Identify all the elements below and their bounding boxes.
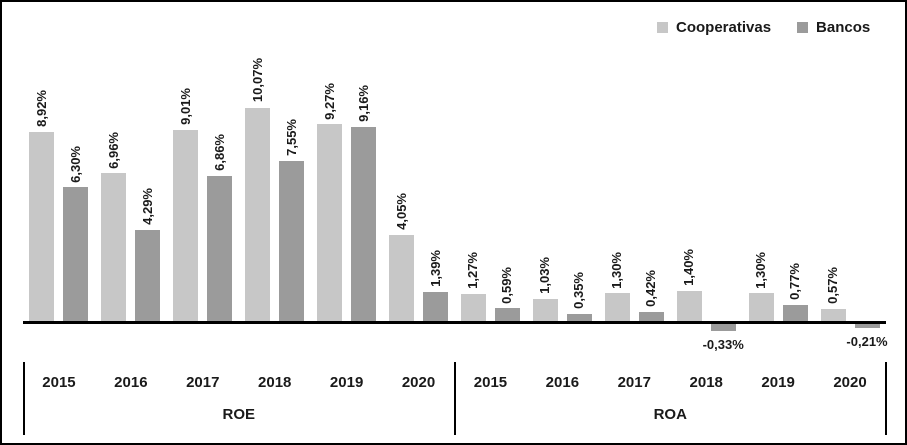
legend-label-bancos: Bancos	[816, 19, 871, 36]
legend-item-bancos: Bancos	[797, 19, 870, 36]
axis-year-label-roa-2016: 2016	[545, 374, 580, 391]
bar-cooperativas-roe-2018	[245, 107, 271, 321]
bar-cooperativas-roa-2020	[820, 308, 846, 321]
axis-divider	[23, 362, 25, 435]
axis-year-label-roe-2015: 2015	[42, 374, 76, 391]
bar-cooperativas-roa-2018	[676, 291, 702, 321]
bar-value-label-bancos-roa-2019: 0,77%	[787, 262, 803, 300]
axis-divider	[885, 362, 887, 435]
bar-bancos-roe-2017	[207, 175, 233, 321]
bar-value-label-cooperativas-roa-2015: 1,27%	[465, 252, 481, 290]
legend-swatch-bancos	[797, 22, 809, 33]
bar-value-label-bancos-roa-2015: 0,59%	[499, 266, 515, 304]
axis-year-label-roa-2019: 2019	[761, 374, 795, 391]
x-axis-line	[23, 321, 886, 324]
bar-cooperativas-roa-2019	[748, 293, 774, 321]
legend-item-cooperativas: Cooperativas	[657, 19, 771, 36]
bar-value-label-cooperativas-roe-2017: 9,01%	[177, 88, 193, 125]
bar-bancos-roa-2016	[566, 313, 592, 321]
axis-year-label-roe-2018: 2018	[258, 374, 292, 391]
bar-value-label-cooperativas-roa-2016: 1,03%	[537, 257, 553, 295]
bar-value-label-bancos-roe-2017: 6,86%	[211, 133, 227, 171]
bar-value-label-bancos-roe-2016: 4,29%	[139, 188, 155, 226]
bar-cooperativas-roa-2017	[604, 293, 630, 321]
bar-bancos-roe-2018	[279, 160, 305, 321]
bar-value-label-cooperativas-roa-2017: 1,30%	[609, 251, 625, 289]
axis-year-label-roe-2017: 2017	[186, 374, 220, 391]
bar-cooperativas-roe-2017	[173, 129, 199, 321]
bar-value-label-cooperativas-roa-2020: 0,57%	[825, 267, 841, 304]
bar-value-label-cooperativas-roe-2020: 4,05%	[393, 193, 409, 231]
bar-cooperativas-roe-2016	[101, 173, 127, 321]
bar-value-label-cooperativas-roa-2018: 1,40%	[681, 249, 697, 287]
bar-value-label-bancos-roa-2016: 0,35%	[571, 271, 587, 309]
bar-value-label-bancos-roa-2017: 0,42%	[643, 270, 659, 308]
bar-bancos-roa-2018	[710, 324, 736, 331]
bar-value-label-bancos-roe-2019: 9,16%	[355, 84, 371, 122]
bar-value-label-bancos-roe-2018: 7,55%	[283, 119, 299, 156]
bar-value-label-bancos-roa-2020: -0,21%	[846, 334, 888, 350]
bar-bancos-roa-2019	[782, 304, 808, 321]
bar-value-label-cooperativas-roe-2016: 6,96%	[105, 131, 121, 169]
axis-year-label-roa-2020: 2020	[833, 374, 867, 391]
bar-cooperativas-roa-2015	[460, 294, 486, 321]
axis-year-label-roa-2018: 2018	[689, 374, 723, 391]
bar-value-label-bancos-roe-2020: 1,39%	[427, 249, 443, 287]
axis-year-label-roe-2020: 2020	[401, 374, 436, 391]
bar-cooperativas-roe-2020	[389, 235, 415, 321]
legend-label-cooperativas: Cooperativas	[676, 19, 772, 36]
axis-year-label-roe-2016: 2016	[114, 374, 148, 391]
bar-bancos-roe-2016	[135, 230, 161, 321]
bar-bancos-roa-2020	[854, 324, 880, 329]
bar-cooperativas-roe-2015	[29, 131, 55, 321]
axis-group-label-roe: ROE	[222, 406, 255, 423]
bar-value-label-cooperativas-roe-2018: 10,07%	[249, 58, 265, 103]
axis-year-label-roa-2015: 2015	[473, 374, 508, 391]
bar-cooperativas-roa-2016	[532, 299, 558, 321]
bar-bancos-roe-2019	[351, 126, 377, 321]
bar-value-label-cooperativas-roa-2019: 1,30%	[753, 251, 769, 289]
bar-bancos-roa-2015	[494, 308, 520, 321]
bar-cooperativas-roe-2019	[317, 124, 343, 321]
axis-year-label-roe-2019: 2019	[329, 374, 364, 391]
bar-bancos-roe-2015	[63, 187, 89, 321]
bar-value-label-cooperativas-roe-2019: 9,27%	[321, 82, 337, 120]
legend: Cooperativas Bancos	[657, 19, 870, 36]
bar-bancos-roa-2017	[638, 312, 664, 321]
axis-year-label-roa-2017: 2017	[617, 374, 651, 391]
bar-value-label-cooperativas-roe-2015: 8,92%	[33, 90, 49, 127]
axis-group-label-roa: ROA	[653, 406, 687, 423]
axis-divider	[453, 362, 456, 435]
bar-value-label-bancos-roe-2015: 6,30%	[67, 145, 83, 183]
bar-value-label-bancos-roa-2018: -0,33%	[702, 336, 744, 352]
legend-swatch-cooperativas	[657, 22, 668, 33]
bar-bancos-roe-2020	[423, 291, 449, 321]
